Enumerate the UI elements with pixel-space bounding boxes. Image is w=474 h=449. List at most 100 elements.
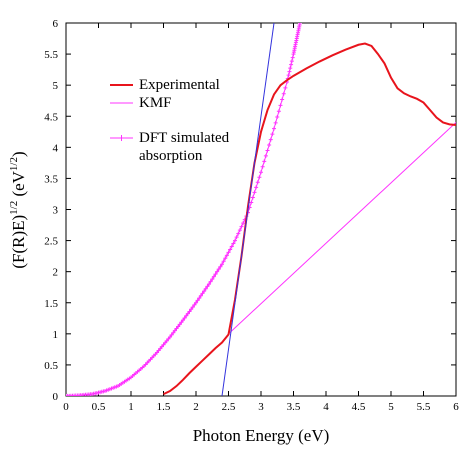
data-point xyxy=(224,253,229,258)
x-tick-label: 3.5 xyxy=(287,401,301,413)
data-point xyxy=(236,231,241,236)
data-point xyxy=(189,307,194,312)
series-dft-simulated-absorption xyxy=(66,23,302,396)
legend-label-line: absorption xyxy=(139,148,203,164)
y-axis-title-unit-close: ) xyxy=(9,151,28,157)
y-tick-label: 0.5 xyxy=(44,360,58,372)
data-point xyxy=(267,143,272,148)
data-point xyxy=(249,200,254,205)
data-point xyxy=(233,238,237,243)
series-fit-line xyxy=(221,23,275,396)
data-point xyxy=(168,334,172,339)
data-point xyxy=(207,282,211,287)
x-tick-label: 1 xyxy=(128,401,134,413)
x-tick-label: 5 xyxy=(388,401,394,413)
axis-ticks: 0 0.5 1 1.5 2 2.5 3 3.5 4 4.5 5 5.5 6 0 0.5 1 1.5 2 2.5 3 3.… xyxy=(44,18,459,413)
data-point xyxy=(268,137,273,142)
data-point xyxy=(273,120,278,125)
legend-label: KMF xyxy=(139,95,172,111)
data-point xyxy=(237,228,242,233)
data-point xyxy=(195,298,200,303)
data-point xyxy=(288,66,293,71)
data-point xyxy=(194,300,198,305)
data-point xyxy=(169,332,174,337)
data-point xyxy=(290,55,295,60)
data-point xyxy=(289,62,294,67)
data-point xyxy=(215,269,220,274)
data-point xyxy=(255,180,260,185)
data-point xyxy=(281,91,286,96)
data-point xyxy=(289,59,294,64)
data-point xyxy=(263,153,268,158)
y-tick-label: 4 xyxy=(53,142,59,154)
data-point xyxy=(200,291,205,296)
legend-label: Experimental xyxy=(139,77,220,93)
data-point xyxy=(187,309,192,314)
x-tick-label: 4.5 xyxy=(352,401,366,413)
data-point xyxy=(276,109,281,114)
plot-frame xyxy=(65,22,457,397)
data-point xyxy=(182,315,187,320)
data-point xyxy=(280,97,285,102)
data-point xyxy=(252,190,257,195)
y-tick-label: 2 xyxy=(53,267,59,279)
data-point xyxy=(198,293,203,298)
y-tick-label: 6 xyxy=(53,18,59,30)
data-point xyxy=(234,235,239,240)
data-point xyxy=(250,195,255,200)
data-point xyxy=(254,185,259,190)
data-point xyxy=(185,311,190,316)
data-point xyxy=(272,126,276,131)
data-point xyxy=(223,256,228,261)
data-point xyxy=(275,115,280,120)
data-point xyxy=(226,250,231,255)
y-tick-label: 5.5 xyxy=(44,49,58,61)
x-tick-label: 6 xyxy=(453,401,459,413)
data-point xyxy=(176,324,181,329)
data-point xyxy=(220,262,224,267)
data-point xyxy=(278,103,283,108)
y-tick-label: 3.5 xyxy=(44,173,58,185)
x-tick-label: 0 xyxy=(63,401,69,413)
y-tick-label: 4.5 xyxy=(44,111,58,123)
data-point xyxy=(218,264,223,269)
x-tick-label: 0.5 xyxy=(92,401,106,413)
data-point xyxy=(286,73,291,78)
y-tick-label: 2.5 xyxy=(44,236,58,248)
y-axis-title-sup: 1/2 xyxy=(8,201,20,215)
data-point xyxy=(260,164,265,169)
data-point xyxy=(171,330,176,335)
x-tick-label: 2.5 xyxy=(222,401,236,413)
series-line xyxy=(221,23,275,396)
y-axis-title-main: (F(R)E) xyxy=(9,215,28,269)
data-point xyxy=(221,259,226,264)
x-axis-title: Photon Energy (eV) xyxy=(193,426,330,445)
series-kmf xyxy=(228,122,456,335)
data-point xyxy=(210,277,215,282)
series-experimental xyxy=(163,42,456,396)
data-point xyxy=(287,69,292,74)
x-tick-label: 5.5 xyxy=(417,401,431,413)
legend-marker xyxy=(118,135,125,141)
data-point xyxy=(202,289,207,294)
data-point xyxy=(197,296,202,301)
data-point xyxy=(241,221,246,226)
x-tick-label: 3 xyxy=(258,401,264,413)
data-point xyxy=(179,320,184,325)
x-tick-label: 1.5 xyxy=(157,401,171,413)
data-point xyxy=(283,85,288,90)
data-point xyxy=(270,132,275,137)
y-axis-title-unit-sup: 1/2 xyxy=(8,157,20,171)
data-point xyxy=(259,170,263,175)
x-tick-label: 2 xyxy=(193,401,199,413)
data-point xyxy=(192,302,197,307)
data-point xyxy=(231,241,236,246)
y-tick-label: 0 xyxy=(53,391,59,403)
y-tick-label: 1 xyxy=(53,329,59,341)
y-tick-label: 1.5 xyxy=(44,298,58,310)
data-point xyxy=(203,286,208,291)
data-point xyxy=(239,224,244,229)
data-point xyxy=(262,159,267,164)
y-axis-title-unit: (eV xyxy=(9,170,28,196)
